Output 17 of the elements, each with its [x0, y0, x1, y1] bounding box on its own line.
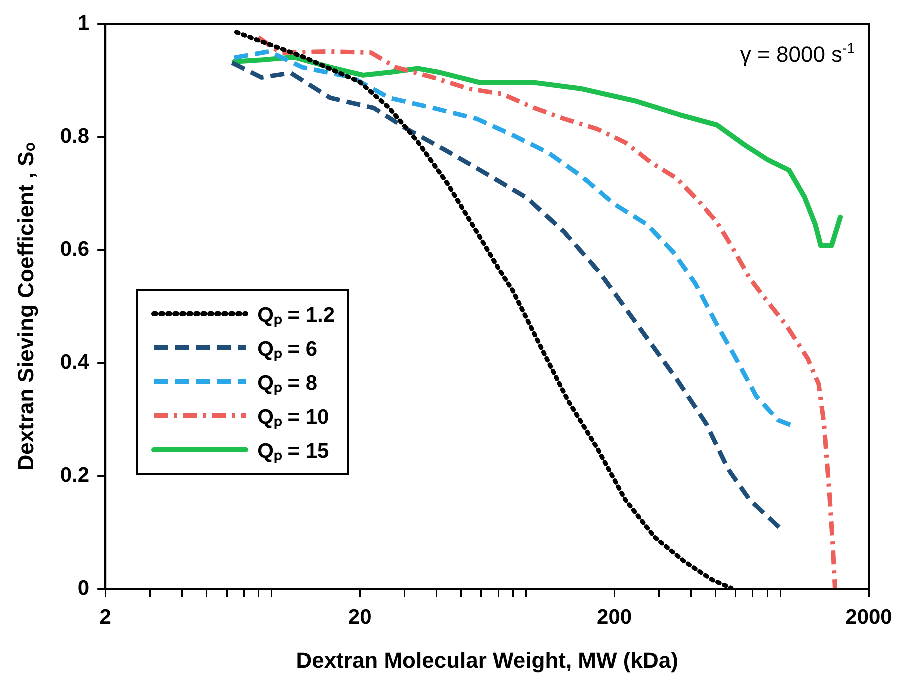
legend-label: Qₚ = 1.2	[258, 303, 336, 328]
y-tick-label: 0.4	[60, 351, 90, 374]
y-tick-label: 0.6	[60, 238, 90, 261]
legend-label: Qₚ = 6	[258, 337, 318, 362]
x-tick-label: 2	[100, 606, 112, 629]
y-axis-title: Dextran Sieving Coefficient , Sₒ	[13, 142, 38, 471]
legend-label: Qₚ = 15	[258, 439, 330, 464]
x-tick-label: 200	[597, 606, 632, 629]
y-tick-label: 0	[78, 577, 90, 600]
x-axis-title: Dextran Molecular Weight, MW (kDa)	[296, 648, 678, 673]
x-tick-label: 2000	[846, 606, 892, 629]
legend-label: Qₚ = 10	[258, 405, 330, 430]
y-tick-label: 1	[78, 12, 90, 35]
y-tick-label: 0.8	[60, 124, 90, 148]
legend-label: Qₚ = 8	[258, 371, 318, 396]
x-tick-label: 20	[348, 606, 372, 629]
y-tick-label: 0.2	[60, 464, 90, 488]
